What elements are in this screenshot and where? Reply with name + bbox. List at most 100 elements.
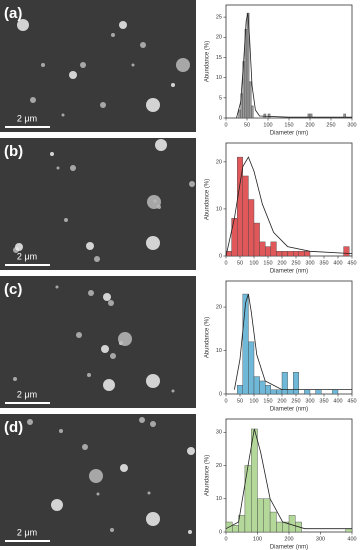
particle: [64, 218, 68, 222]
particle: [146, 98, 160, 112]
particle: [100, 102, 106, 108]
particle: [61, 113, 65, 117]
particle: [89, 469, 103, 483]
fit-curve: [225, 428, 352, 530]
particle: [176, 58, 190, 72]
particle: [87, 373, 91, 377]
bar: [257, 498, 265, 533]
y-tick-label: 20: [216, 159, 222, 165]
bar: [287, 251, 294, 257]
y-tick-label: 30: [216, 430, 222, 436]
scale-bar-label: 2 μm: [17, 389, 37, 399]
bar: [269, 511, 277, 533]
fit-curve: [236, 12, 352, 119]
x-tick-label: 150: [263, 398, 272, 404]
x-tick-label: 200: [305, 122, 314, 128]
particle: [103, 293, 111, 301]
x-tick-label: 250: [291, 260, 300, 266]
sem-image: [0, 276, 196, 408]
particle: [13, 377, 17, 381]
particle: [30, 97, 36, 103]
particle: [139, 417, 145, 423]
panel-label: (b): [4, 143, 23, 160]
particle: [147, 491, 151, 495]
scale-bar-label: 2 μm: [17, 527, 37, 537]
x-axis-title: Diameter (nm): [270, 131, 308, 137]
x-tick-label: 400: [333, 398, 342, 404]
x-axis-title: Diameter (nm): [270, 545, 308, 550]
particle: [41, 63, 45, 67]
y-tick-label: 10: [216, 75, 222, 81]
y-tick-label: 20: [216, 305, 222, 311]
fit-curve: [234, 293, 352, 391]
y-tick-label: 20: [216, 35, 222, 41]
x-tick-label: 150: [263, 260, 272, 266]
x-tick-label: 250: [326, 122, 335, 128]
x-tick-label: 0: [224, 398, 227, 404]
x-tick-label: 100: [263, 122, 272, 128]
y-tick-label: 5: [219, 95, 222, 101]
particle: [103, 379, 115, 391]
particle: [189, 181, 195, 187]
particle: [82, 444, 88, 450]
particle: [108, 300, 114, 306]
sem-image: [0, 138, 196, 270]
x-tick-label: 350: [319, 398, 328, 404]
particle: [119, 21, 127, 29]
x-tick-label: 0: [224, 122, 227, 128]
y-tick-label: 25: [216, 15, 222, 21]
particle: [94, 256, 100, 262]
y-tick-label: 15: [216, 55, 222, 61]
particle: [171, 389, 175, 393]
bar: [259, 241, 266, 257]
bar: [343, 246, 350, 257]
x-tick-label: 400: [347, 536, 356, 542]
x-tick-label: 100: [249, 260, 258, 266]
x-axis-title: Diameter (nm): [270, 407, 308, 413]
y-axis-title: Abundance (%): [205, 179, 211, 220]
particle: [111, 33, 115, 37]
particle: [150, 421, 156, 427]
x-tick-label: 100: [249, 398, 258, 404]
particle: [110, 528, 114, 532]
bar: [343, 113, 346, 119]
bar: [332, 389, 339, 395]
particle: [59, 429, 63, 433]
x-tick-label: 200: [277, 398, 286, 404]
x-tick-label: 50: [244, 122, 250, 128]
bar: [270, 241, 277, 257]
x-tick-label: 300: [347, 122, 356, 128]
bar: [276, 389, 283, 395]
x-tick-label: 150: [284, 122, 293, 128]
bar: [293, 251, 300, 257]
x-tick-label: 300: [316, 536, 325, 542]
y-axis-title: Abundance (%): [205, 317, 211, 358]
x-tick-label: 200: [277, 260, 286, 266]
y-tick-label: 0: [219, 529, 222, 535]
y-axis-title: Abundance (%): [205, 455, 211, 496]
y-tick-label: 10: [216, 348, 222, 354]
particle: [51, 499, 63, 511]
particle: [15, 243, 23, 251]
bar: [259, 380, 266, 395]
bar: [281, 251, 288, 257]
x-tick-label: 50: [237, 260, 243, 266]
bar: [309, 113, 313, 119]
y-axis-title: Abundance (%): [205, 41, 211, 82]
bar: [242, 175, 249, 257]
particle: [69, 71, 77, 79]
x-tick-label: 100: [253, 536, 262, 542]
bar: [288, 515, 296, 533]
particle: [86, 242, 94, 250]
bar: [304, 251, 311, 257]
particle: [147, 195, 161, 209]
bar: [345, 528, 353, 533]
x-tick-label: 300: [305, 398, 314, 404]
bar: [242, 293, 249, 395]
particle: [80, 62, 86, 68]
particle: [27, 419, 33, 425]
x-tick-label: 350: [319, 260, 328, 266]
particle: [76, 332, 82, 338]
bar: [276, 521, 283, 533]
